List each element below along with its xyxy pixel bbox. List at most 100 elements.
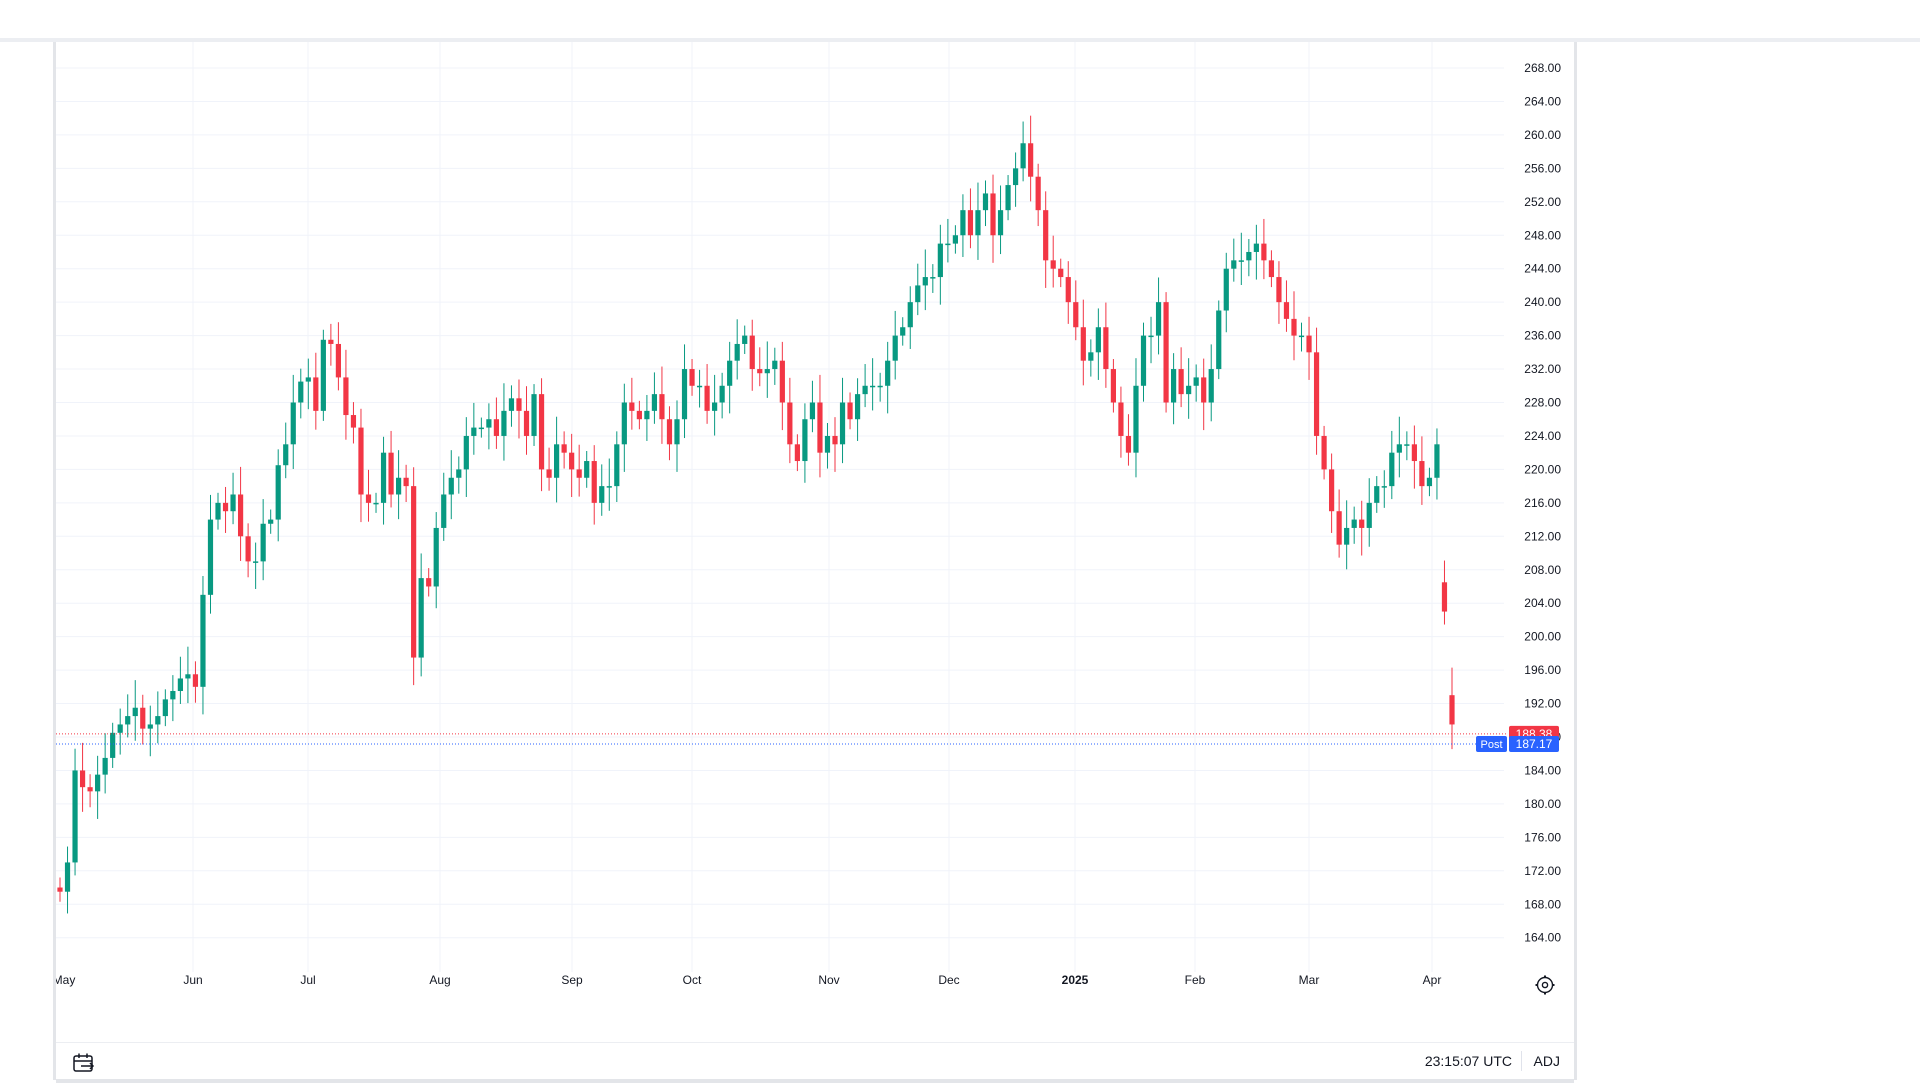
post-tag-label: Post — [1480, 739, 1502, 751]
candle-body — [885, 360, 891, 386]
candle-body — [1374, 486, 1380, 503]
candle-body — [72, 770, 78, 863]
y-tick-label: 268.00 — [1524, 61, 1561, 75]
candle-body — [1223, 268, 1229, 311]
price-chart[interactable]: 268.00 264.00 260.00 256.00 252.00 248.00 244.… — [56, 42, 1574, 1042]
candle-body — [1118, 402, 1124, 436]
candle-body — [659, 394, 665, 420]
y-tick-label: 220.00 — [1524, 462, 1561, 476]
candle-body — [967, 210, 974, 236]
candle-body — [117, 724, 123, 733]
candle-body — [373, 502, 379, 505]
y-tick-label: 192.00 — [1524, 697, 1561, 711]
candle-body — [531, 394, 537, 436]
candle-body — [870, 385, 876, 388]
candle-body — [79, 770, 86, 788]
candle-body — [1186, 385, 1192, 395]
candle-body — [1246, 251, 1252, 261]
candle-body — [546, 469, 552, 478]
candle-body — [493, 419, 500, 436]
candle-body — [1088, 352, 1094, 361]
candle-body — [388, 452, 394, 495]
y-tick-label: 172.00 — [1524, 864, 1561, 878]
candle-body — [997, 210, 1004, 236]
candle-body — [937, 243, 943, 278]
candle-body — [1253, 243, 1259, 252]
candle-body — [651, 394, 658, 411]
candle-body — [1231, 260, 1237, 269]
candle-body — [523, 410, 530, 436]
y-tick-label: 256.00 — [1524, 161, 1561, 175]
y-tick-label: 184.00 — [1524, 763, 1561, 777]
candle-body — [538, 394, 545, 470]
y-tick-label: 264.00 — [1524, 94, 1561, 108]
candle-body — [1216, 310, 1222, 370]
candle-body — [561, 444, 567, 453]
price-label-box — [1509, 735, 1559, 752]
candle-body — [644, 410, 650, 420]
candle-body — [1389, 452, 1395, 487]
candle-body — [1125, 435, 1132, 453]
candle-body — [298, 381, 304, 403]
candle-body — [749, 335, 755, 370]
candle-body — [779, 360, 785, 403]
y-tick-label: 164.00 — [1524, 931, 1561, 945]
y-tick-label: 200.00 — [1524, 630, 1561, 644]
adjust-toggle[interactable]: ADJ — [1533, 1053, 1560, 1069]
candle-body — [237, 494, 244, 537]
candle-body — [719, 385, 725, 403]
candle-body — [192, 674, 199, 687]
candle-body — [1441, 582, 1448, 612]
candle-body — [674, 419, 680, 445]
candle-body — [599, 486, 605, 503]
candle-body — [1065, 277, 1071, 303]
candle-body — [1193, 377, 1199, 386]
y-tick-label: 260.00 — [1524, 128, 1561, 142]
candle-body — [990, 193, 996, 236]
candle-body — [945, 243, 951, 246]
candle-body — [1411, 444, 1417, 462]
candle-body — [471, 427, 477, 436]
candle-body — [1283, 302, 1290, 319]
candle-body — [508, 398, 515, 411]
candle-body — [1381, 486, 1387, 488]
candle-body — [380, 452, 387, 503]
candle-body — [463, 435, 469, 470]
candle-body — [1028, 143, 1034, 177]
candle-body — [621, 402, 627, 445]
candle-body — [636, 410, 642, 420]
candle-body — [275, 465, 281, 520]
top-divider — [0, 38, 1920, 42]
candle-body — [1050, 260, 1056, 269]
gear-icon[interactable] — [1534, 974, 1556, 996]
candle-body — [95, 774, 101, 792]
candle-body — [207, 519, 214, 595]
candle-body — [1351, 519, 1357, 528]
candle-body — [147, 724, 153, 729]
candle-body — [930, 277, 936, 279]
y-tick-label: 228.00 — [1524, 396, 1561, 410]
candle-body — [1344, 527, 1350, 545]
calendar-range-icon[interactable] — [72, 1052, 96, 1074]
candle-body — [1012, 168, 1019, 186]
toolbar-separator — [1521, 1051, 1522, 1071]
candle-body — [757, 369, 763, 374]
y-tick-label: 208.00 — [1524, 563, 1561, 577]
x-tick-label: Jun — [183, 973, 202, 987]
candle-body — [162, 699, 168, 717]
y-tick-label: 204.00 — [1524, 596, 1561, 610]
candle-body — [433, 527, 439, 587]
candle-body — [125, 716, 131, 725]
candle-body — [403, 477, 409, 487]
candle-body — [222, 502, 229, 512]
candle-body — [629, 402, 635, 411]
candle-body — [1148, 335, 1154, 338]
candle-body — [358, 427, 364, 495]
x-tick-label: Sep — [561, 973, 583, 987]
candle-body — [1261, 243, 1267, 261]
candle-body — [1080, 327, 1086, 361]
candle-body — [215, 502, 221, 520]
candle-body — [907, 302, 913, 328]
candle-body — [1426, 477, 1433, 487]
candle-body — [1201, 377, 1207, 403]
